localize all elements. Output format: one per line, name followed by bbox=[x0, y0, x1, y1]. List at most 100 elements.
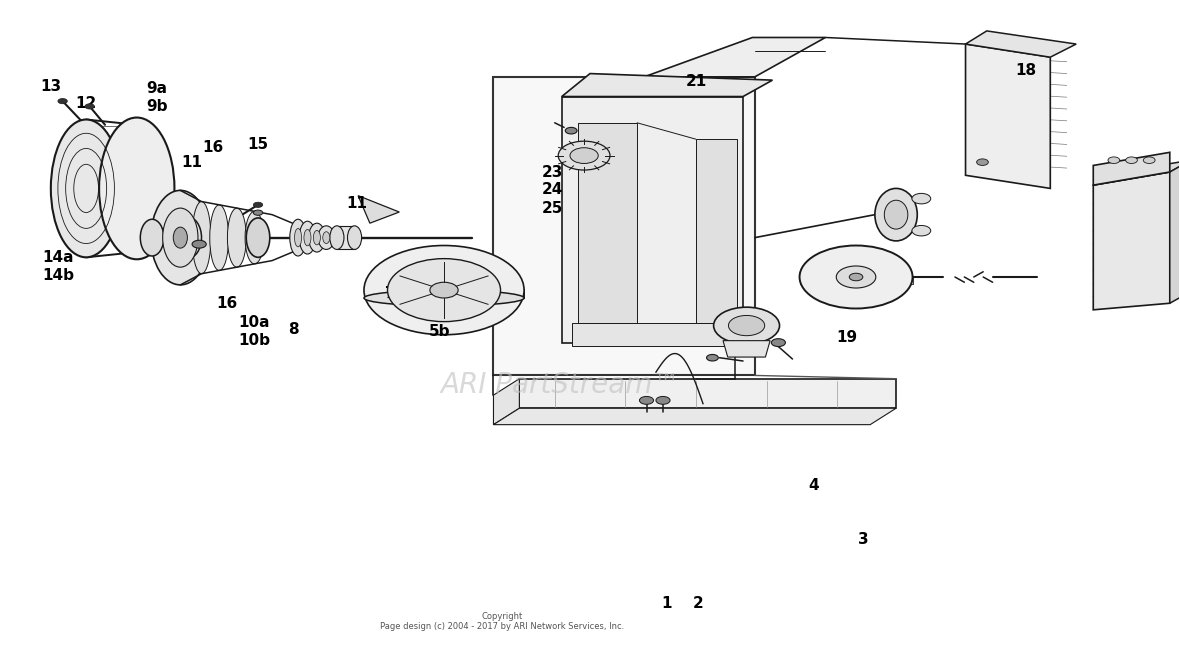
Ellipse shape bbox=[99, 117, 175, 259]
Text: 19: 19 bbox=[837, 330, 857, 345]
Polygon shape bbox=[358, 196, 399, 223]
Ellipse shape bbox=[347, 226, 361, 250]
Text: 20: 20 bbox=[887, 194, 909, 209]
Ellipse shape bbox=[192, 202, 211, 273]
Ellipse shape bbox=[314, 231, 321, 245]
Polygon shape bbox=[1093, 152, 1169, 185]
Circle shape bbox=[1143, 157, 1155, 163]
Ellipse shape bbox=[330, 226, 343, 250]
Ellipse shape bbox=[51, 119, 122, 257]
Circle shape bbox=[977, 159, 989, 165]
Text: 15: 15 bbox=[248, 137, 269, 152]
Polygon shape bbox=[696, 139, 738, 323]
Ellipse shape bbox=[304, 229, 312, 246]
Circle shape bbox=[850, 273, 863, 281]
Ellipse shape bbox=[173, 227, 188, 248]
Circle shape bbox=[1126, 157, 1138, 163]
Text: 7: 7 bbox=[385, 286, 395, 301]
Ellipse shape bbox=[319, 226, 335, 250]
Ellipse shape bbox=[140, 219, 164, 256]
Circle shape bbox=[728, 316, 765, 335]
Text: 22: 22 bbox=[733, 326, 754, 340]
Polygon shape bbox=[562, 96, 743, 343]
Circle shape bbox=[707, 355, 719, 361]
Text: 21: 21 bbox=[686, 74, 707, 89]
Ellipse shape bbox=[210, 205, 229, 270]
Ellipse shape bbox=[874, 188, 917, 241]
Polygon shape bbox=[562, 74, 773, 96]
Ellipse shape bbox=[173, 217, 202, 258]
Text: 11: 11 bbox=[182, 155, 203, 169]
Text: Copyright
Page design (c) 2004 - 2017 by ARI Network Services, Inc.: Copyright Page design (c) 2004 - 2017 by… bbox=[380, 612, 624, 631]
Polygon shape bbox=[337, 226, 354, 250]
Text: 11: 11 bbox=[347, 196, 367, 211]
Polygon shape bbox=[965, 31, 1076, 57]
Text: 9b: 9b bbox=[146, 99, 168, 114]
Ellipse shape bbox=[363, 290, 524, 306]
Polygon shape bbox=[363, 289, 524, 298]
Polygon shape bbox=[1093, 172, 1169, 310]
Polygon shape bbox=[572, 323, 738, 346]
Text: 13: 13 bbox=[40, 79, 61, 94]
Circle shape bbox=[58, 98, 67, 103]
Ellipse shape bbox=[245, 212, 264, 264]
Circle shape bbox=[254, 210, 263, 215]
Circle shape bbox=[714, 307, 780, 344]
Text: 24: 24 bbox=[542, 183, 563, 197]
Ellipse shape bbox=[884, 200, 907, 229]
Polygon shape bbox=[1093, 160, 1180, 185]
Polygon shape bbox=[578, 123, 637, 323]
Circle shape bbox=[558, 141, 610, 170]
Ellipse shape bbox=[228, 208, 247, 267]
Polygon shape bbox=[493, 77, 755, 376]
Ellipse shape bbox=[295, 229, 302, 247]
Polygon shape bbox=[493, 408, 896, 424]
Text: ARI PartStream™: ARI PartStream™ bbox=[440, 371, 681, 399]
Circle shape bbox=[912, 225, 931, 236]
Circle shape bbox=[192, 241, 206, 248]
Circle shape bbox=[387, 258, 500, 322]
Text: 14a: 14a bbox=[42, 250, 73, 265]
Circle shape bbox=[772, 339, 786, 347]
Ellipse shape bbox=[309, 223, 326, 252]
Circle shape bbox=[363, 246, 524, 335]
Circle shape bbox=[430, 282, 458, 298]
Text: 5b: 5b bbox=[428, 324, 450, 339]
Circle shape bbox=[85, 103, 94, 109]
Circle shape bbox=[800, 246, 912, 308]
Text: 10b: 10b bbox=[238, 333, 270, 348]
Circle shape bbox=[1108, 157, 1120, 163]
Ellipse shape bbox=[300, 221, 316, 254]
Text: 25: 25 bbox=[542, 200, 563, 215]
Circle shape bbox=[565, 127, 577, 134]
Circle shape bbox=[640, 397, 654, 405]
Text: 12: 12 bbox=[76, 96, 97, 111]
Polygon shape bbox=[800, 277, 912, 283]
Text: 1: 1 bbox=[661, 596, 671, 612]
Text: 5a: 5a bbox=[428, 307, 450, 322]
Polygon shape bbox=[723, 341, 771, 357]
Text: 16: 16 bbox=[217, 296, 238, 311]
Text: 16: 16 bbox=[203, 140, 224, 155]
Text: 8: 8 bbox=[288, 322, 299, 337]
Polygon shape bbox=[644, 38, 826, 77]
Circle shape bbox=[254, 202, 263, 208]
Polygon shape bbox=[1169, 160, 1180, 303]
Polygon shape bbox=[965, 44, 1050, 188]
Ellipse shape bbox=[163, 208, 198, 267]
Text: 23: 23 bbox=[542, 165, 563, 179]
Text: 18: 18 bbox=[1015, 63, 1036, 78]
Ellipse shape bbox=[151, 190, 210, 285]
Circle shape bbox=[912, 193, 931, 204]
Text: 14b: 14b bbox=[42, 268, 74, 283]
Circle shape bbox=[837, 266, 876, 288]
Text: 9a: 9a bbox=[146, 80, 168, 96]
Ellipse shape bbox=[247, 218, 270, 257]
Text: 4: 4 bbox=[808, 478, 819, 493]
Circle shape bbox=[656, 397, 670, 405]
Text: 3: 3 bbox=[858, 532, 868, 547]
Text: 10a: 10a bbox=[238, 316, 270, 330]
Text: 2: 2 bbox=[693, 596, 703, 612]
Circle shape bbox=[570, 148, 598, 163]
Polygon shape bbox=[493, 379, 519, 424]
